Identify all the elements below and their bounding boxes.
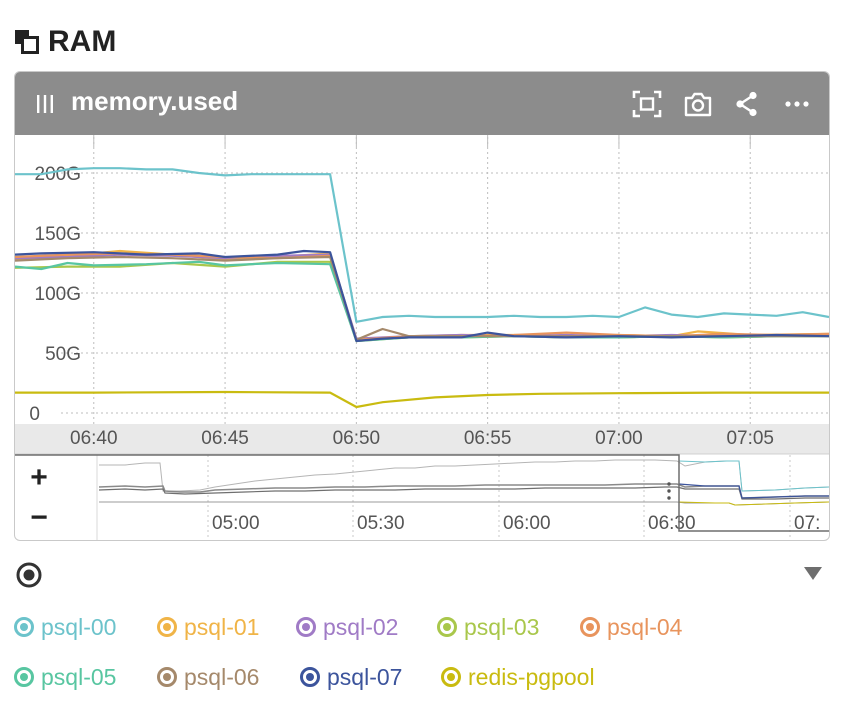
- legend-item-psql-05[interactable]: psql-05: [14, 662, 116, 692]
- legend-swatch-icon: [157, 667, 177, 687]
- x-tick-label: 07:05: [726, 428, 774, 449]
- legend-label: psql-03: [464, 613, 540, 640]
- series-line-psql-05[interactable]: [15, 260, 829, 343]
- legend-swatch-icon: [296, 617, 316, 637]
- legend-item-redis-pgpool[interactable]: redis-pgpool: [441, 662, 595, 692]
- legend-label: psql-07: [327, 663, 403, 690]
- x-axis: 06:40 06:45 06:50 06:55 07:00 07:05: [70, 428, 774, 449]
- navigator-x-tick-label: 06:00: [503, 513, 551, 534]
- legend-swatch-icon: [580, 617, 600, 637]
- zoom-out-button[interactable]: −: [30, 501, 48, 534]
- x-tick-label: 07:00: [595, 428, 643, 449]
- drag-handle-icon[interactable]: [35, 94, 55, 114]
- navigator-x-tick-label: 06:30: [648, 513, 696, 534]
- legend-swatch-icon: [14, 617, 34, 637]
- legend-item-psql-02[interactable]: psql-02: [296, 612, 398, 642]
- legend-label: psql-05: [41, 663, 117, 690]
- navigator-x-tick-label: 07:: [794, 513, 820, 534]
- share-icon[interactable]: [731, 89, 763, 119]
- series-line-psql-07[interactable]: [15, 249, 829, 343]
- x-tick-label: 06:55: [464, 428, 512, 449]
- series-line-psql-00[interactable]: [15, 167, 829, 323]
- legend-label: redis-pgpool: [468, 663, 595, 690]
- legend-item-psql-07[interactable]: psql-07: [300, 662, 402, 692]
- legend-label: psql-06: [184, 663, 260, 690]
- legend-swatch-icon: [437, 617, 457, 637]
- legend-item-psql-06[interactable]: psql-06: [157, 662, 259, 692]
- legend-label: psql-01: [184, 613, 260, 640]
- y-tick-label: 100G: [35, 284, 81, 305]
- legend-item-psql-01[interactable]: psql-01: [157, 612, 259, 642]
- legend-swatch-icon: [441, 667, 461, 687]
- grid: [61, 135, 829, 424]
- series-lines[interactable]: [15, 167, 829, 409]
- legend-item-psql-03[interactable]: psql-03: [437, 612, 539, 642]
- triangle-down-icon[interactable]: [802, 564, 824, 582]
- navigator-x-axis: 05:00 05:30 06:00 06:30 07:: [212, 513, 820, 534]
- legend-swatch-icon: [157, 617, 177, 637]
- navigator-window[interactable]: [15, 454, 829, 532]
- overlap-squares-icon: [15, 30, 39, 54]
- series-line-psql-02[interactable]: [15, 253, 829, 340]
- panel-header: memory.used: [15, 72, 829, 135]
- radio-target-icon[interactable]: [15, 561, 43, 589]
- legend-swatch-icon: [300, 667, 320, 687]
- legend-item-psql-00[interactable]: psql-00: [14, 612, 116, 642]
- zoom-in-button[interactable]: +: [30, 461, 48, 494]
- camera-icon[interactable]: [682, 89, 714, 119]
- y-tick-label: 150G: [35, 224, 81, 245]
- navigator-window-series: [678, 460, 829, 506]
- navigator-window-handle[interactable]: [667, 482, 829, 500]
- x-axis-band: [15, 424, 829, 454]
- navigator-grid: [207, 455, 791, 540]
- legend-swatch-icon: [14, 667, 34, 687]
- x-tick-label: 06:50: [333, 428, 381, 449]
- legend-item-psql-04[interactable]: psql-04: [580, 612, 682, 642]
- legend-label: psql-04: [607, 613, 683, 640]
- series-line-psql-03[interactable]: [15, 260, 829, 343]
- legend-label: psql-02: [323, 613, 399, 640]
- y-tick-label: 50G: [45, 344, 81, 365]
- section-title: RAM: [14, 22, 116, 62]
- chart-panel: memory.used 0 50G 100G 150G 200G 06:40 06:45 0…: [14, 71, 830, 541]
- fullscreen-icon[interactable]: [631, 89, 663, 119]
- navigator-x-tick-label: 05:00: [212, 513, 260, 534]
- legend-label: psql-00: [41, 613, 117, 640]
- x-tick-label: 06:40: [70, 428, 118, 449]
- series-line-psql-06[interactable]: [15, 255, 829, 341]
- more-icon[interactable]: [781, 89, 813, 119]
- y-tick-label: 0: [29, 404, 40, 425]
- panel-title: memory.used: [71, 86, 239, 116]
- navigator-x-tick-label: 05:30: [357, 513, 405, 534]
- x-tick-label: 06:45: [201, 428, 249, 449]
- section-title-text: RAM: [48, 25, 117, 58]
- series-line-redis-pgpool[interactable]: [15, 390, 829, 409]
